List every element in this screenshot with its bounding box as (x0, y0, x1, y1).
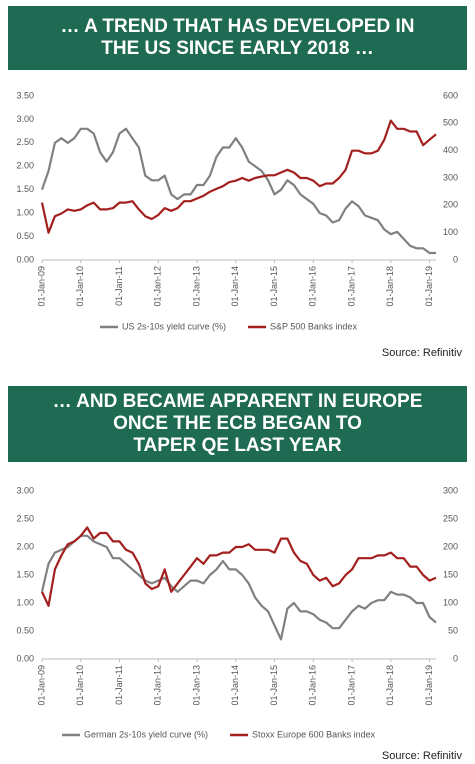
y-tick-label: 3.00 (16, 114, 34, 124)
y-tick-label: 0.50 (16, 231, 34, 241)
title-banner (8, 386, 467, 462)
y2-tick-label: 400 (443, 145, 458, 155)
x-tick-label: 01-Jan-16 (308, 266, 318, 307)
y-tick-label: 2.50 (16, 513, 34, 523)
title-banner (8, 6, 467, 70)
y-tick-label: 3.50 (16, 90, 34, 100)
y2-tick-label: 600 (443, 90, 458, 100)
x-tick-label: 01-Jan-09 (36, 266, 46, 307)
series-line (40, 127, 436, 255)
chart-title: … A TREND THAT HAS DEVELOPED IN (61, 16, 415, 37)
x-tick-label: 01-Jan-19 (424, 266, 434, 307)
x-tick-label: 01-Jan-19 (424, 665, 434, 706)
y-tick-label: 1.50 (16, 569, 34, 579)
chart-title: ONCE THE ECB BEGAN TO (113, 413, 362, 434)
y2-tick-label: 50 (448, 625, 458, 635)
y2-tick-label: 300 (443, 485, 458, 495)
series-line (40, 534, 437, 641)
x-tick-label: 01-Jan-15 (269, 665, 279, 706)
x-tick-label: 01-Jan-18 (385, 266, 395, 307)
x-tick-label: 01-Jan-17 (346, 665, 356, 706)
y2-tick-label: 100 (443, 597, 458, 607)
series-line (40, 119, 437, 234)
series-line (41, 526, 437, 607)
y2-tick-label: 200 (443, 541, 458, 551)
y-tick-label: 3.00 (16, 485, 34, 495)
chart-title: TAPER QE LAST YEAR (133, 435, 342, 456)
legend-label: S&P 500 Banks index (270, 321, 357, 331)
x-tick-label: 01-Jan-15 (269, 266, 279, 307)
x-tick-label: 01-Jan-12 (153, 266, 163, 307)
y2-tick-label: 250 (443, 513, 458, 523)
x-tick-label: 01-Jan-17 (346, 266, 356, 307)
y-tick-label: 1.50 (16, 184, 34, 194)
source: Source: Refinitiv (382, 347, 463, 359)
x-tick-label: 01-Jan-12 (153, 665, 163, 706)
y2-tick-label: 500 (443, 118, 458, 128)
y-tick-label: 1.00 (16, 597, 34, 607)
x-tick-label: 01-Jan-11 (114, 665, 124, 705)
y2-tick-label: 300 (443, 172, 458, 182)
x-tick-label: 01-Jan-13 (191, 266, 201, 307)
y-tick-label: 2.50 (16, 137, 34, 147)
x-tick-label: 01-Jan-13 (191, 665, 201, 706)
chart-title: … AND BECAME APPARENT IN EUROPE (53, 391, 423, 412)
y-tick-label: 2.00 (16, 541, 34, 551)
y2-tick-label: 150 (443, 569, 458, 579)
source: Source: Refinitiv (382, 750, 463, 762)
x-tick-label: 01-Jan-10 (75, 665, 85, 706)
legend-label: Stoxx Europe 600 Banks index (252, 729, 376, 739)
y2-tick-label: 0 (453, 254, 458, 264)
y-tick-label: 0.00 (16, 254, 34, 264)
y-tick-label: 1.00 (16, 208, 34, 218)
y-tick-label: 0.00 (16, 653, 34, 663)
x-tick-label: 01-Jan-16 (308, 665, 318, 706)
x-tick-label: 01-Jan-11 (114, 266, 124, 306)
chart-title: THE US SINCE EARLY 2018 … (101, 38, 373, 59)
x-tick-label: 01-Jan-10 (75, 266, 85, 307)
legend-label: US 2s-10s yield curve (%) (122, 321, 226, 331)
y2-tick-label: 200 (443, 200, 458, 210)
y2-tick-label: 0 (453, 653, 458, 663)
x-tick-label: 01-Jan-14 (230, 266, 240, 307)
y2-tick-label: 100 (443, 227, 458, 237)
x-tick-label: 01-Jan-14 (230, 665, 240, 706)
y-tick-label: 2.00 (16, 161, 34, 171)
y-tick-label: 0.50 (16, 625, 34, 635)
x-tick-label: 01-Jan-09 (36, 665, 46, 706)
legend-label: German 2s-10s yield curve (%) (84, 729, 208, 739)
x-tick-label: 01-Jan-18 (385, 665, 395, 706)
